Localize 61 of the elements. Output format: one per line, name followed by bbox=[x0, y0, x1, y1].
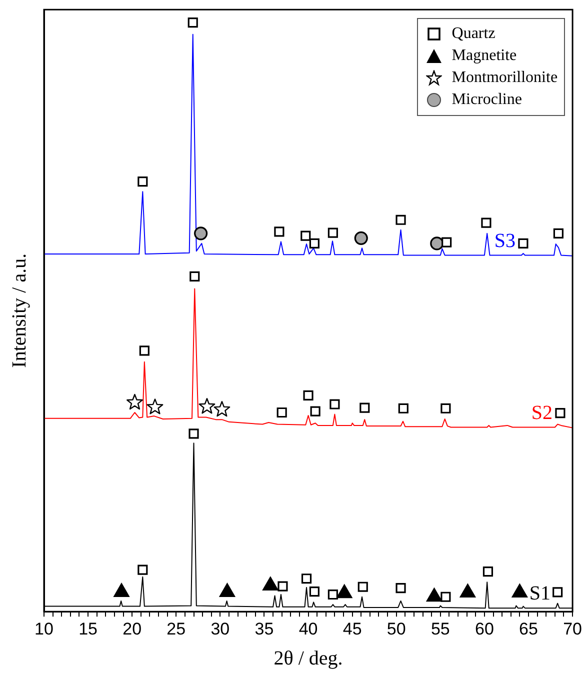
x-tick-label: 25 bbox=[166, 619, 186, 638]
x-tick-label: 45 bbox=[342, 619, 362, 638]
legend-label: Quartz bbox=[452, 24, 496, 44]
series-label: S3 bbox=[494, 230, 516, 252]
x-tick-label: 50 bbox=[386, 619, 406, 638]
point bbox=[146, 398, 164, 414]
point bbox=[190, 271, 200, 282]
point bbox=[274, 226, 284, 237]
point bbox=[328, 228, 338, 238]
series-label: S2 bbox=[531, 402, 553, 424]
point bbox=[303, 390, 314, 400]
point bbox=[552, 587, 563, 598]
point bbox=[358, 582, 368, 592]
point bbox=[328, 589, 338, 600]
point bbox=[194, 226, 208, 240]
point bbox=[396, 214, 406, 225]
point bbox=[430, 236, 444, 250]
point bbox=[354, 231, 368, 245]
x-tick-label: 20 bbox=[122, 619, 142, 638]
point bbox=[310, 406, 320, 416]
point bbox=[138, 176, 148, 187]
point bbox=[481, 218, 492, 228]
x-axis-title: 2θ / deg. bbox=[274, 647, 343, 670]
point bbox=[301, 574, 312, 584]
series-label: S1 bbox=[529, 582, 551, 604]
point bbox=[330, 399, 340, 410]
x-tick-label: 10 bbox=[34, 619, 54, 638]
x-tick-label: 40 bbox=[298, 619, 318, 638]
point bbox=[188, 428, 199, 439]
point bbox=[553, 228, 564, 238]
legend-label: Microcline bbox=[452, 90, 522, 110]
point bbox=[555, 408, 566, 418]
x-tick-label: 15 bbox=[78, 619, 98, 638]
point bbox=[126, 394, 143, 410]
point bbox=[300, 230, 311, 241]
point bbox=[440, 592, 451, 602]
point bbox=[309, 586, 320, 597]
point bbox=[518, 238, 528, 248]
legend-label: Montmorillonite bbox=[452, 68, 558, 88]
point bbox=[188, 18, 198, 28]
point bbox=[139, 346, 150, 356]
point bbox=[276, 407, 287, 418]
point bbox=[398, 403, 408, 414]
point bbox=[360, 402, 370, 413]
point bbox=[138, 564, 148, 575]
point bbox=[198, 398, 216, 414]
point bbox=[214, 400, 230, 417]
point bbox=[278, 581, 288, 592]
point bbox=[482, 566, 494, 577]
x-tick-label: 70 bbox=[563, 619, 582, 638]
x-tick-label: 55 bbox=[430, 619, 450, 638]
point bbox=[442, 237, 452, 248]
x-tick-label: 60 bbox=[474, 619, 494, 638]
point bbox=[396, 582, 406, 594]
point bbox=[440, 403, 451, 414]
legend-label: Magnetite bbox=[452, 46, 517, 66]
x-tick-label: 35 bbox=[254, 619, 274, 638]
y-axis-title: Intensity / a.u. bbox=[8, 253, 30, 368]
x-tick-label: 65 bbox=[519, 619, 538, 638]
x-tick-label: 30 bbox=[210, 619, 230, 638]
point bbox=[309, 238, 320, 248]
